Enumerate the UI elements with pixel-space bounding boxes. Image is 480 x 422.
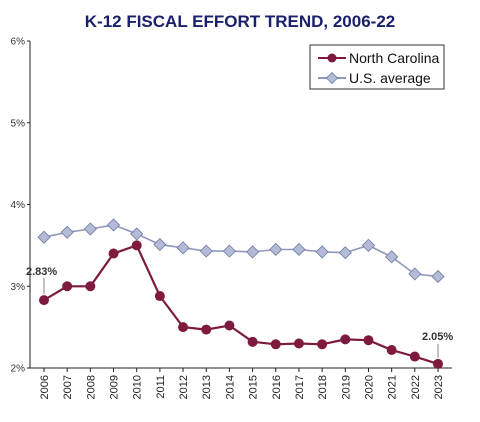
x-tick-label: 2007 [62,375,74,399]
x-tick-label: 2012 [178,375,190,399]
x-tick-label: 2018 [317,375,329,399]
data-point-u-s-average [199,244,213,258]
x-tick-label: 2006 [39,375,51,399]
y-tick-label: 2% [11,364,26,375]
data-point-u-s-average [315,245,329,259]
x-tick-label: 2009 [109,375,121,399]
legend-item-north-carolina: North Carolina [318,50,439,66]
y-tick-label: 6% [11,37,26,48]
x-tick-label: 2008 [85,375,97,399]
x-tick-label: 2013 [201,375,213,399]
data-point-north-carolina [409,351,420,362]
data-point-u-s-average [408,267,422,281]
x-tick-label: 2010 [132,375,144,399]
annotation-end-value: 2.05% [422,331,453,343]
data-point-north-carolina [178,322,189,333]
data-point-u-s-average [431,269,445,284]
data-point-north-carolina [340,334,351,345]
data-point-north-carolina [363,335,374,346]
x-tick-label: 2011 [155,375,167,399]
data-point-north-carolina [131,240,142,251]
series-north-carolina [39,240,443,369]
data-point-u-s-average [153,237,167,252]
legend-marker-north-carolina [327,53,337,63]
series-line-north-carolina [43,244,439,365]
annotation-start-value: 2.83% [26,266,57,278]
data-point-u-s-average [60,225,74,239]
axes: 2% 3% 4% 5% 6% 2006 2007 2008 2009 2010 2011 2012 20… [11,37,452,399]
data-point-u-s-average [83,222,97,236]
data-point-north-carolina [85,281,96,292]
legend-label-us-average: U.S. average [349,70,431,86]
data-point-north-carolina [201,324,212,335]
data-point-u-s-average [106,218,121,232]
legend-label-north-carolina: North Carolina [349,50,439,66]
data-point-north-carolina [154,291,165,302]
data-point-u-s-average [385,250,399,264]
y-tick-label: 5% [11,118,26,129]
data-point-north-carolina [39,295,49,306]
data-point-north-carolina [224,320,235,331]
data-point-north-carolina [247,336,258,347]
data-point-north-carolina [293,338,304,349]
x-tick-label: 2022 [410,375,422,399]
chart-title: K-12 FISCAL EFFORT TREND, 2006-22 [85,12,395,31]
data-point-north-carolina [433,358,443,369]
data-point-u-s-average [361,238,376,252]
series-layer: 2.83% 2.05% [26,218,453,369]
data-point-u-s-average [338,246,352,260]
data-point-u-s-average [130,227,144,241]
y-tick-label: 4% [11,200,26,211]
y-tick-label: 3% [11,282,26,293]
x-tick-label: 2019 [340,375,352,399]
data-point-u-s-average [37,230,51,244]
legend-marker-us-average [325,71,339,85]
x-tick-label: 2014 [224,375,236,399]
x-tick-label: 2023 [433,375,445,399]
x-tick-label: 2020 [363,375,375,399]
x-tick-label: 2021 [387,375,399,399]
data-point-north-carolina [270,339,281,350]
data-point-u-s-average [222,244,236,258]
x-tick-label: 2016 [271,375,283,399]
data-point-u-s-average [246,245,260,259]
legend-item-us-average: U.S. average [318,70,431,86]
series-u-s-average [37,218,445,284]
data-point-u-s-average [176,241,190,255]
legend: North Carolina U.S. average [309,44,445,90]
data-point-north-carolina [62,281,73,292]
data-point-north-carolina [386,345,397,356]
data-point-u-s-average [269,242,283,257]
x-tick-label: 2017 [294,375,306,399]
x-tick-label: 2015 [248,375,260,399]
data-point-u-s-average [292,242,306,257]
data-point-north-carolina [108,248,119,259]
data-point-north-carolina [317,339,328,350]
